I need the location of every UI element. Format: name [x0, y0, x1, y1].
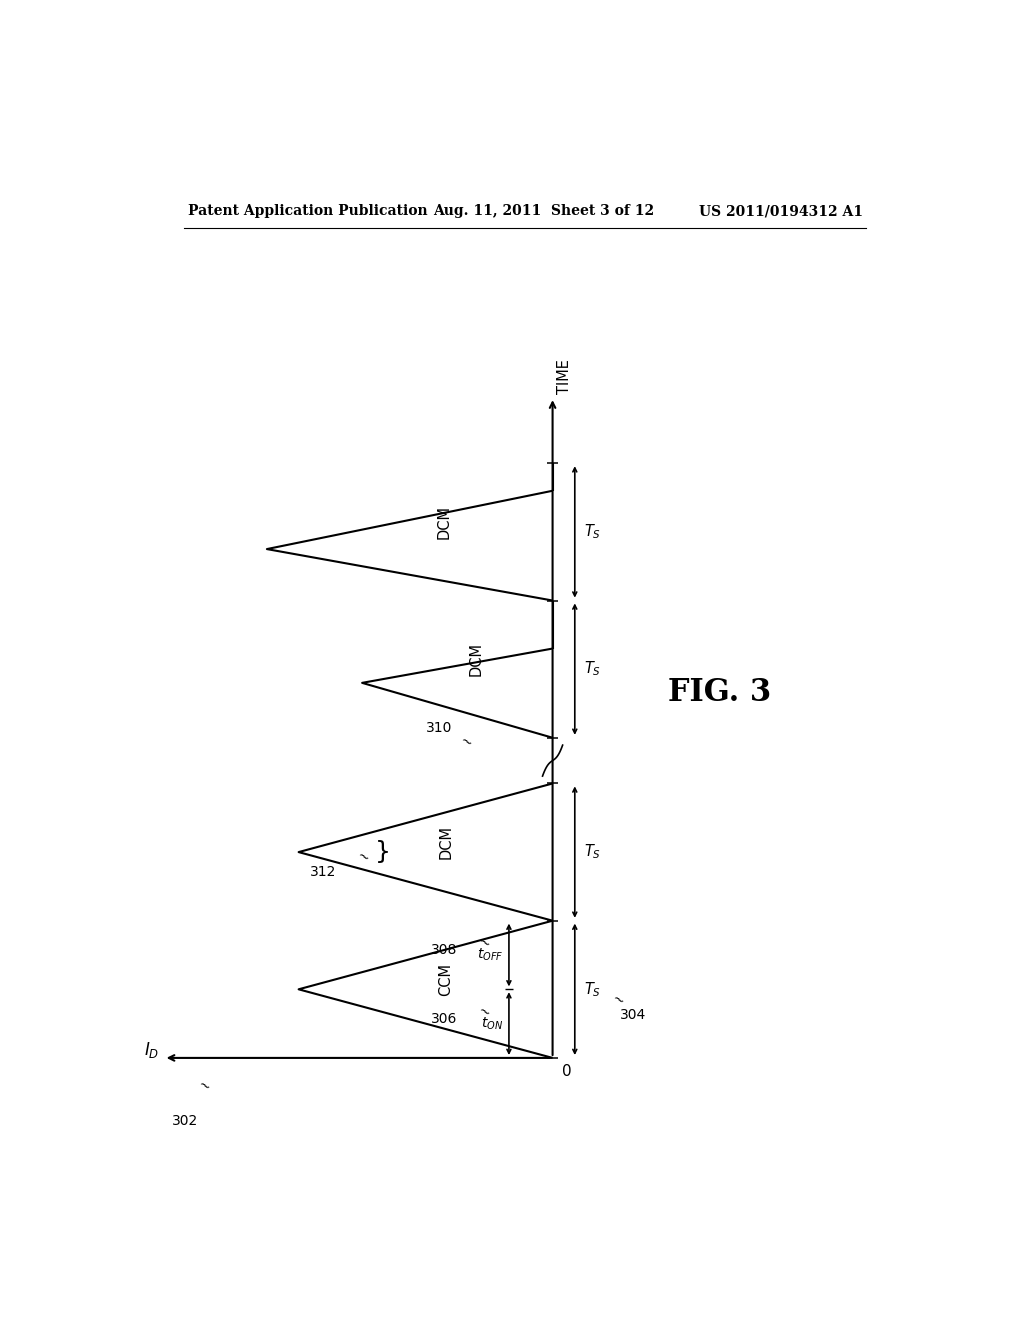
Text: TIME: TIME — [557, 359, 572, 395]
Text: ∼: ∼ — [475, 1002, 493, 1020]
Text: Patent Application Publication: Patent Application Publication — [187, 205, 427, 218]
Text: 306: 306 — [431, 1011, 458, 1026]
Text: FIG. 3: FIG. 3 — [668, 677, 771, 708]
Text: 312: 312 — [310, 866, 337, 879]
Text: 310: 310 — [426, 721, 452, 735]
Text: ∼: ∼ — [458, 734, 474, 751]
Text: $T_S$: $T_S$ — [585, 842, 601, 862]
Text: $T_S$: $T_S$ — [585, 979, 601, 999]
Text: 308: 308 — [431, 942, 458, 957]
Text: $t_{OFF}$: $t_{OFF}$ — [477, 946, 504, 964]
Text: ∼: ∼ — [354, 849, 372, 866]
Text: }: } — [375, 840, 391, 865]
Text: US 2011/0194312 A1: US 2011/0194312 A1 — [699, 205, 863, 218]
Text: ∼: ∼ — [609, 990, 627, 1008]
Text: $T_S$: $T_S$ — [585, 660, 601, 678]
Text: $t_{ON}$: $t_{ON}$ — [481, 1015, 504, 1032]
Text: DCM: DCM — [469, 642, 484, 676]
Text: $T_S$: $T_S$ — [585, 523, 601, 541]
Text: 304: 304 — [621, 1007, 646, 1022]
Text: 302: 302 — [172, 1114, 198, 1127]
Text: CCM: CCM — [438, 962, 454, 995]
Text: ∼: ∼ — [475, 933, 493, 952]
Text: $I_D$: $I_D$ — [144, 1040, 160, 1060]
Text: Aug. 11, 2011  Sheet 3 of 12: Aug. 11, 2011 Sheet 3 of 12 — [433, 205, 654, 218]
Text: 0: 0 — [562, 1064, 571, 1078]
Text: DCM: DCM — [436, 504, 452, 539]
Text: ∼: ∼ — [196, 1077, 213, 1096]
Text: DCM: DCM — [438, 825, 454, 859]
